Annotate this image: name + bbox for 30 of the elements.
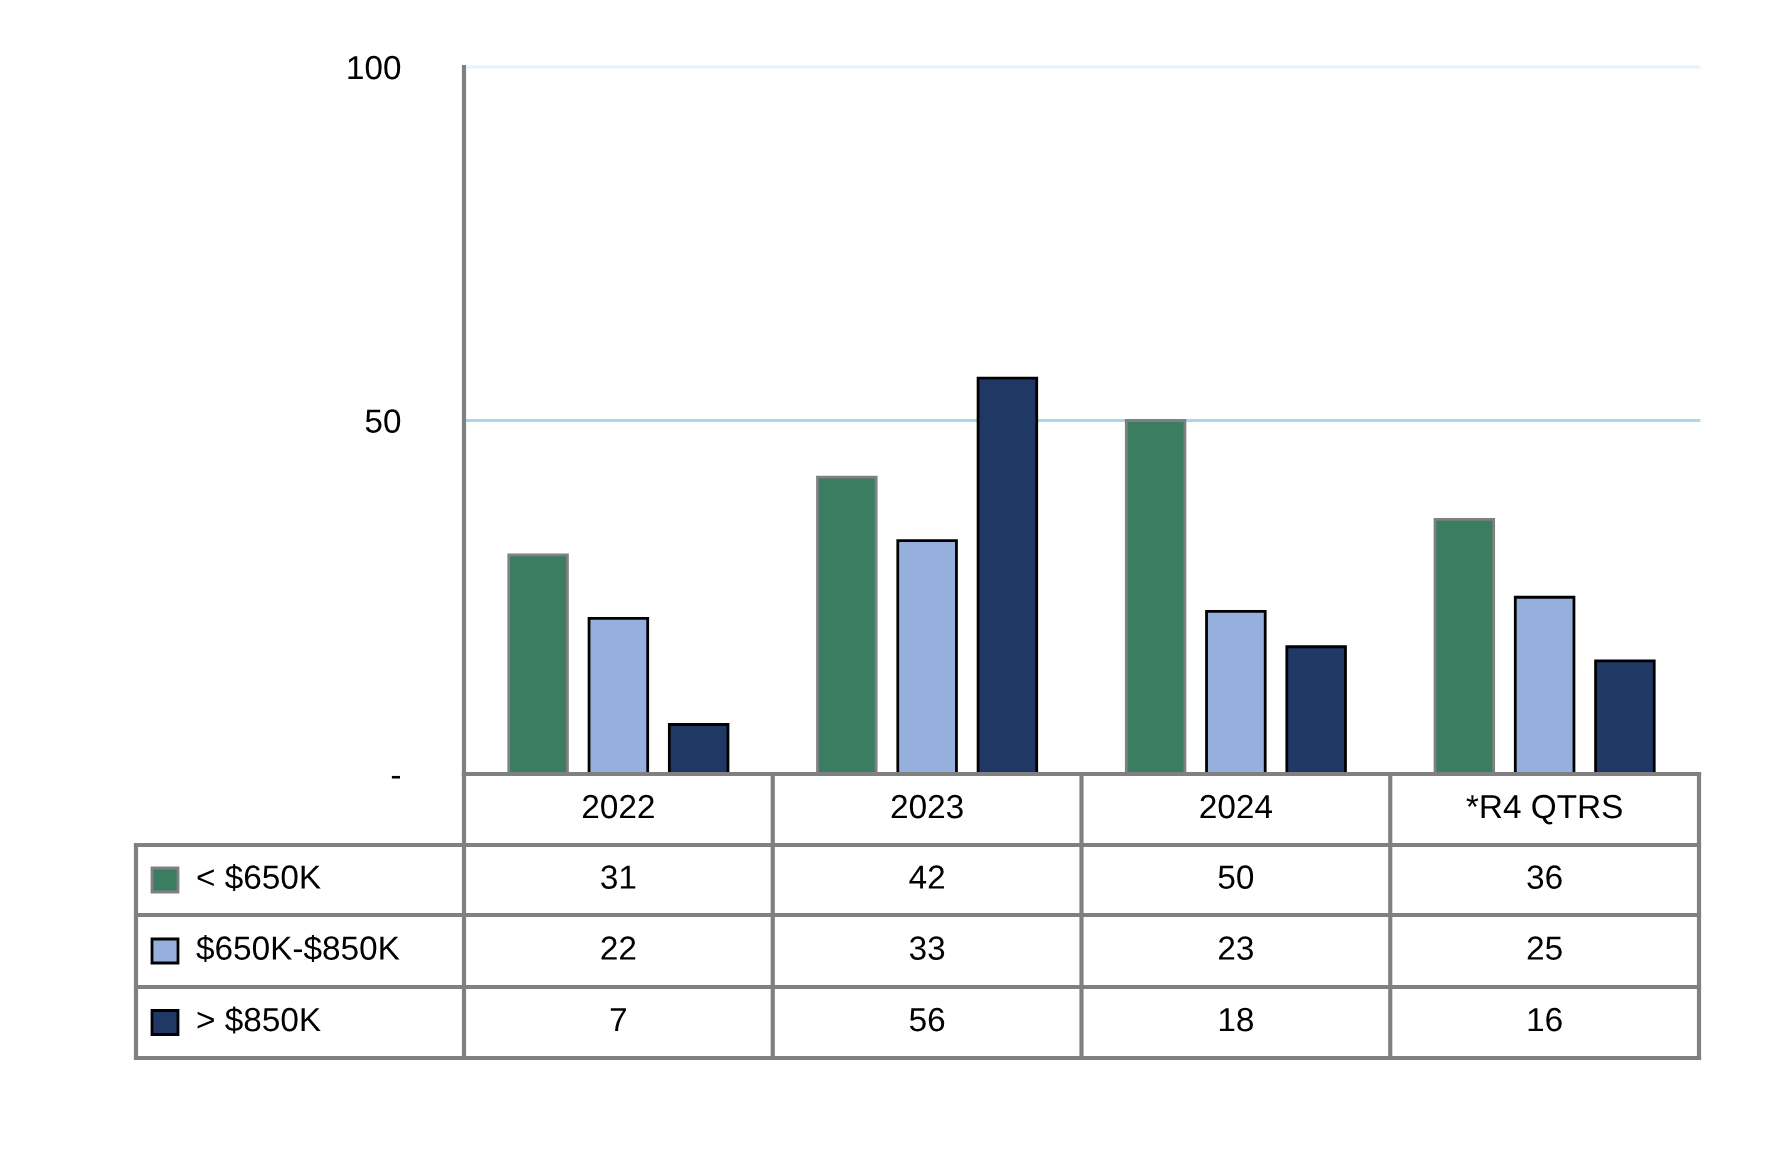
data-label: 22 [601,936,636,960]
bar [587,617,650,774]
bar [976,376,1039,774]
bar [1285,645,1347,774]
x-tick-label: *R4 QTRS [1466,794,1622,825]
legend-label: > $850K [197,1006,321,1034]
data-label: 33 [909,936,945,960]
data-label: 16 [1528,1007,1562,1032]
y-tick-label: 100 [348,55,401,80]
bar [896,539,958,774]
bar [667,723,730,774]
legend-label: < $650K [197,863,321,891]
x-tick-label: 2024 [1200,794,1272,819]
data-label: 25 [1527,936,1562,960]
x-tick-label: 2023 [891,794,963,819]
data-label: 7 [610,1008,626,1032]
data-label: 50 [1218,865,1254,889]
data-label: 18 [1219,1007,1253,1032]
y-tick-label: 50 [365,409,401,433]
data-label: 56 [909,1007,945,1032]
data-label: 23 [1219,936,1253,960]
data-label: 42 [909,865,944,889]
legend-label: $650K-$850K [196,934,400,962]
bar [1513,595,1576,774]
x-tick-label: 2022 [582,794,654,819]
data-label: 31 [601,865,636,889]
y-tick-label: - [391,775,401,779]
bar [1594,659,1656,774]
bar [1205,610,1267,774]
data-label: 36 [1527,865,1562,889]
